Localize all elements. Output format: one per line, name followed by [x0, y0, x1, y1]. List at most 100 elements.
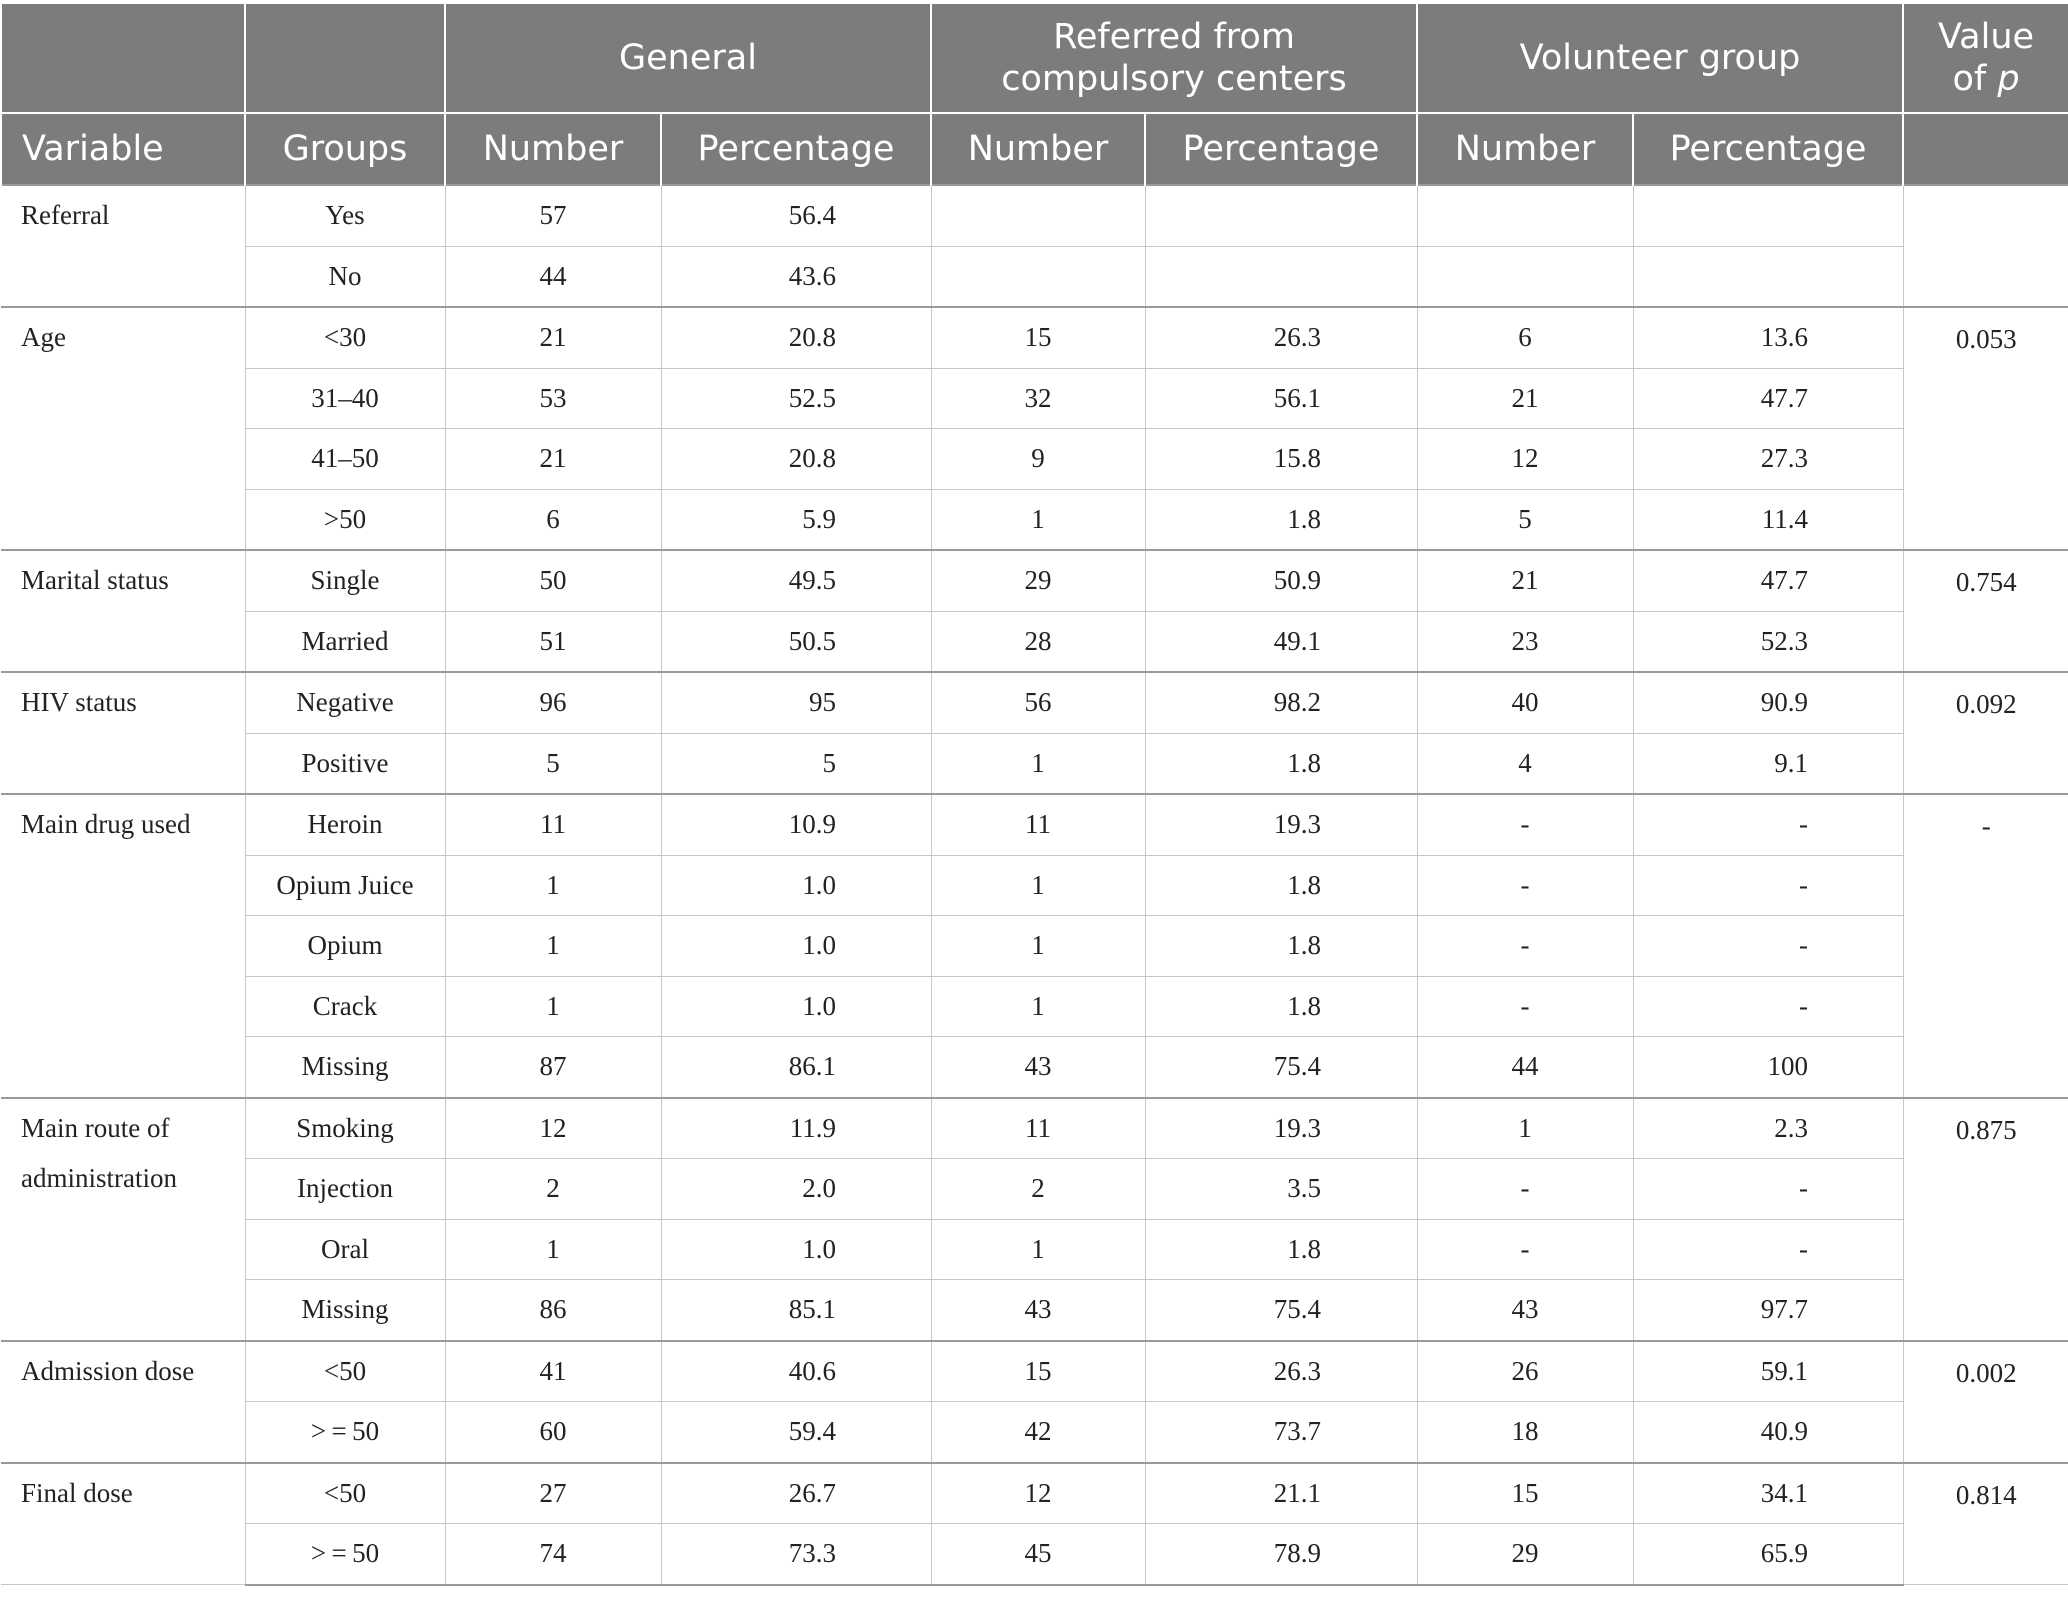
group-cell: Smoking [244, 1096, 446, 1159]
col-header-pvalue-blank [1902, 113, 2068, 185]
general-number-cell: 41 [444, 1339, 662, 1402]
pvalue-cell: 0.002 [1902, 1339, 2068, 1463]
group-cell: 41–50 [245, 428, 446, 490]
volunteer-number-cell: 12 [1416, 428, 1634, 490]
volunteer-percentage-value: 11.4 [1761, 503, 1809, 534]
table-row: Positive 5 5 1 1.8 4 9.1 [1, 732, 2068, 795]
volunteer-percentage-value: 47.7 [1760, 382, 1809, 413]
general-percentage-value: 85.1 [788, 1294, 836, 1325]
group-cell: Yes [244, 184, 446, 247]
group-cell: Opium Juice [245, 854, 446, 916]
table-row: Opium 1 1.0 1 1.8- - [1, 915, 2068, 977]
general-percentage-cell: 1.0 [660, 975, 932, 1037]
referred-number-cell: 1 [930, 854, 1146, 916]
volunteer-percentage-value: - [1799, 930, 1809, 961]
table-row: HIV status Negative 96 95 56 98.2 40 90.9 0.092 [1, 671, 2068, 795]
referred-percentage-cell: 73.7 [1144, 1401, 1418, 1463]
referred-percentage-value: 1.8 [1287, 930, 1321, 961]
volunteer-percentage-cell: - [1632, 915, 1904, 977]
referred-percentage-cell: 1.8 [1144, 1218, 1418, 1280]
variable-cell: Age [1, 306, 246, 551]
volunteer-percentage-value: 47.7 [1760, 565, 1809, 596]
volunteer-number-cell: 44 [1416, 1036, 1634, 1098]
volunteer-percentage-value: 65.9 [1760, 1538, 1809, 1569]
volunteer-percentage-value: 90.9 [1760, 687, 1809, 718]
pvalue-cell: 0.053 [1902, 306, 2068, 551]
referred-percentage-cell: 78.9 [1144, 1523, 1418, 1586]
table-row: 31–40 53 52.5 32 56.1 21 47.7 [1, 367, 2068, 429]
col-header-groups: Groups [244, 113, 446, 185]
general-percentage-value: 5 [822, 747, 837, 778]
referred-percentage-value: 1.8 [1287, 1233, 1321, 1264]
col-header-volunteer-number: Number [1416, 113, 1635, 185]
referred-number-cell: 56 [930, 671, 1146, 734]
variable-cell: HIV status [1, 671, 246, 795]
general-percentage-value: 1.0 [802, 869, 836, 900]
general-number-cell: 1 [444, 1218, 662, 1280]
volunteer-percentage-cell: 100 [1632, 1036, 1904, 1098]
col-header-referred-number: Number [930, 113, 1146, 185]
general-number-cell: 57 [444, 184, 662, 247]
referred-number-cell: 43 [930, 1036, 1146, 1098]
table-row: Marital status Single 50 49.5 29 50.9 21 47.7 0.… [1, 549, 2068, 673]
general-percentage-cell: 26.7 [660, 1461, 932, 1524]
referred-percentage-cell: 3.5 [1144, 1158, 1418, 1220]
general-percentage-cell: 86.1 [660, 1036, 932, 1098]
referred-percentage-cell: 50.9 [1144, 549, 1418, 612]
general-percentage-cell: 20.8 [660, 306, 932, 369]
general-percentage-cell: 85.1 [660, 1279, 932, 1341]
referred-percentage-cell: 1.8 [1144, 915, 1418, 977]
table-row: Married 51 50.5 28 49.1 23 52.3 [1, 610, 2068, 673]
general-percentage-value: 86.1 [788, 1051, 836, 1082]
volunteer-number-cell: 1 [1416, 1096, 1634, 1159]
general-percentage-cell: 1.0 [660, 1218, 932, 1280]
volunteer-percentage-cell: - [1632, 793, 1904, 856]
group-cell: <30 [244, 306, 446, 369]
referred-number-cell: 2 [930, 1158, 1146, 1220]
pvalue-cell: 0.754 [1902, 549, 2068, 673]
general-percentage-cell: 20.8 [660, 428, 932, 490]
table-header: General Referred from compulsory centers… [0, 4, 2068, 185]
table-row: Opium Juice 1 1.0 1 1.8- - [1, 854, 2068, 916]
group-cell: <50 [244, 1461, 446, 1524]
referred-percentage-value: 19.3 [1273, 1112, 1321, 1143]
volunteer-percentage-cell: 65.9 [1632, 1523, 1904, 1586]
volunteer-number-cell: 15 [1416, 1461, 1634, 1524]
table-row: Main drug used Heroin 11 10.9 11 19.3- - - [1, 793, 2068, 1098]
general-number-cell: 1 [444, 915, 662, 977]
general-percentage-value: 1.0 [802, 1233, 836, 1264]
table-row: Oral 1 1.0 1 1.8- - [1, 1218, 2068, 1280]
general-number-cell: 27 [444, 1461, 662, 1524]
table-row: Final dose <50 27 26.7 12 21.1 15 34.1 0.814 [1, 1461, 2068, 1585]
table-row: Admission dose <50 41 40.6 15 26.3 26 59.1 0.002 [1, 1339, 2068, 1463]
general-percentage-cell: 2.0 [660, 1158, 932, 1220]
general-number-cell: 21 [444, 428, 662, 490]
col-header-general-percentage: Percentage [660, 113, 932, 185]
pvalue-cell [1902, 184, 2068, 308]
group-cell: 31–40 [245, 367, 446, 429]
table-body: Referral Yes 57 56.4 No 44 43.6 Age <30 21 20.8 15 2… [1, 184, 2068, 1586]
header-pvalue-line1: Value [1937, 17, 2035, 57]
data-table: General Referred from compulsory centers… [0, 4, 2068, 1586]
col-header-variable: Variable [0, 113, 246, 185]
referred-percentage-value: 15.8 [1273, 443, 1321, 474]
volunteer-percentage-cell [1632, 245, 1904, 308]
referred-percentage-value: 1.8 [1287, 747, 1321, 778]
general-percentage-cell: 40.6 [660, 1339, 932, 1402]
referred-percentage-value: 19.3 [1273, 809, 1321, 840]
referred-percentage-value: 1.8 [1287, 869, 1321, 900]
table-row: Crack 1 1.0 1 1.8- - [1, 975, 2068, 1037]
referred-percentage-cell: 19.3 [1144, 793, 1418, 856]
general-percentage-cell: 1.0 [660, 854, 932, 916]
general-percentage-value: 10.9 [788, 809, 836, 840]
referred-number-cell: 42 [930, 1401, 1146, 1463]
group-cell: >50 [245, 488, 446, 551]
general-number-cell: 1 [444, 975, 662, 1037]
general-number-cell: 21 [444, 306, 662, 369]
general-percentage-value: 1.0 [802, 990, 836, 1021]
volunteer-percentage-value: 59.1 [1760, 1355, 1809, 1386]
group-cell: Oral [245, 1218, 446, 1280]
volunteer-percentage-value: 97.7 [1760, 1294, 1809, 1325]
volunteer-percentage-cell: 47.7 [1632, 549, 1904, 612]
referred-percentage-cell: 1.8 [1144, 732, 1418, 795]
